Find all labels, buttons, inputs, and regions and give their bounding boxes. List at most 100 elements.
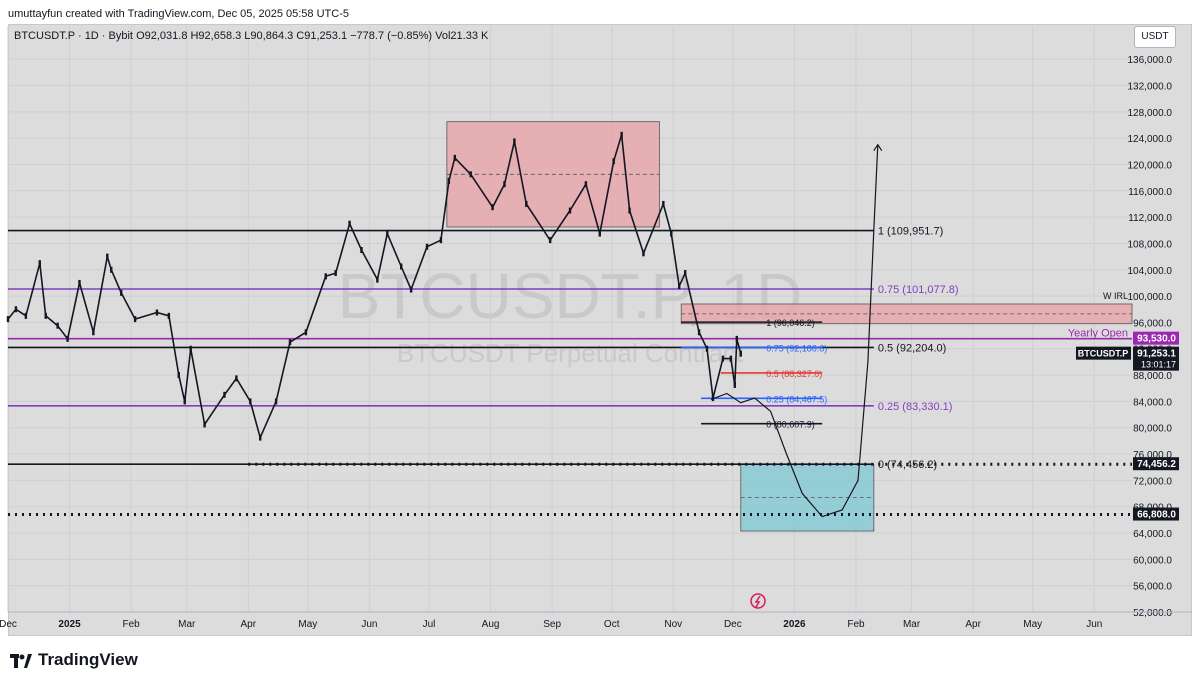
price-candle bbox=[491, 204, 494, 211]
price-candle bbox=[568, 207, 572, 214]
price-candle bbox=[360, 247, 363, 254]
price-candle bbox=[6, 316, 10, 323]
price-candle bbox=[453, 154, 457, 161]
lightning-icon-bolt bbox=[754, 595, 761, 608]
price-candle bbox=[24, 312, 28, 319]
sub-fib-025-label: 0.25 (84,467.5) bbox=[766, 394, 827, 404]
price-candle bbox=[189, 345, 192, 352]
price-candle bbox=[235, 375, 238, 382]
ohlc-values: O92,031.8 H92,658.3 L90,864.3 C91,253.1 … bbox=[136, 30, 489, 42]
projection-arrow-icon bbox=[873, 143, 883, 152]
time-tick-label: Nov bbox=[664, 619, 682, 630]
price-tag-label: 66,808.0 bbox=[1137, 510, 1176, 521]
price-candle bbox=[705, 345, 709, 352]
price-tick-label: 112,000.0 bbox=[1128, 213, 1172, 224]
price-candle bbox=[503, 181, 506, 188]
time-tick-label: Feb bbox=[123, 619, 141, 630]
price-tick-label: 72,000.0 bbox=[1133, 476, 1172, 487]
price-candle bbox=[119, 289, 123, 296]
price-candle bbox=[469, 171, 472, 178]
w-irl-zone-label: W IRL bbox=[1103, 291, 1128, 301]
time-tick-label: Aug bbox=[482, 619, 500, 630]
time-tick-label: Dec bbox=[0, 619, 17, 630]
price-tick-label: 136,000.0 bbox=[1128, 55, 1173, 66]
time-tick-label: Apr bbox=[965, 619, 981, 630]
price-tick-label: 116,000.0 bbox=[1128, 187, 1172, 198]
price-candle bbox=[584, 181, 588, 188]
price-candle bbox=[678, 283, 681, 290]
price-candle bbox=[44, 312, 47, 319]
price-candle bbox=[439, 237, 443, 244]
price-candle bbox=[259, 434, 262, 441]
yearly-open-label: Yearly Open bbox=[1068, 328, 1128, 340]
price-candle bbox=[203, 421, 206, 428]
price-candle bbox=[274, 398, 278, 405]
price-tag-label: 93,530.0 bbox=[1137, 334, 1176, 345]
lightning-icon bbox=[750, 593, 766, 609]
price-tick-label: 96,000.0 bbox=[1133, 318, 1172, 329]
sub-fib-1-label: 1 (96,046.2) bbox=[766, 318, 815, 328]
price-tick-label: 80,000.0 bbox=[1133, 424, 1172, 435]
symbol-tag bbox=[1076, 346, 1131, 360]
price-tick-label: 76,000.0 bbox=[1133, 450, 1172, 461]
time-tick-label: Feb bbox=[847, 619, 865, 630]
price-candle bbox=[628, 207, 631, 214]
time-tick-label: Jul bbox=[423, 619, 436, 630]
symbol-legend[interactable]: BTCUSDT.P · 1D · Bybit O92,031.8 H92,658… bbox=[14, 30, 488, 42]
price-candle bbox=[155, 309, 159, 316]
price-candle bbox=[133, 316, 137, 323]
price-tag bbox=[1133, 346, 1179, 371]
price-candle bbox=[324, 273, 327, 280]
fib-025-label: 0.25 (83,330.1) bbox=[878, 401, 953, 413]
price-candle bbox=[729, 355, 733, 362]
symbol-tag-label: BTCUSDT.P bbox=[1078, 349, 1129, 359]
price-candle bbox=[548, 237, 552, 244]
time-tick-label: 2026 bbox=[783, 619, 806, 630]
price-axis: 52,000.056,000.060,000.064,000.068,000.0… bbox=[1128, 55, 1173, 619]
price-candle bbox=[620, 131, 623, 138]
price-candle bbox=[78, 279, 81, 286]
price-candle bbox=[598, 230, 601, 237]
fib-05-label: 0.5 (92,204.0) bbox=[878, 342, 947, 354]
price-candle bbox=[334, 270, 337, 277]
price-tag bbox=[1133, 507, 1179, 521]
sub-fib-05-label: 0.5 (88,327.0) bbox=[766, 369, 822, 379]
tradingview-logo-icon bbox=[10, 653, 32, 668]
time-tick-label: Jun bbox=[1086, 619, 1102, 630]
chart-pane[interactable] bbox=[8, 24, 1192, 636]
price-candle bbox=[525, 200, 528, 207]
price-candle bbox=[304, 329, 308, 336]
time-tick-label: Mar bbox=[903, 619, 921, 630]
price-candle bbox=[386, 230, 389, 237]
currency-button[interactable]: USDT bbox=[1134, 26, 1176, 48]
price-candle bbox=[177, 372, 180, 379]
price-tick-label: 104,000.0 bbox=[1128, 266, 1173, 277]
fib-1-label: 1 (109,951.7) bbox=[878, 226, 943, 238]
price-candle bbox=[721, 355, 725, 362]
price-tick-label: 132,000.0 bbox=[1128, 81, 1173, 92]
sub-fib-075-label: 0.75 (92,186.6) bbox=[766, 344, 827, 354]
time-tick-label: Sep bbox=[543, 619, 561, 630]
price-candle bbox=[697, 329, 701, 336]
price-candle bbox=[183, 398, 186, 405]
tradingview-logo[interactable]: TradingView bbox=[10, 650, 138, 670]
price-tag-label: 91,253.1 bbox=[1137, 349, 1176, 360]
countdown-label: 13:01:17 bbox=[1141, 360, 1176, 370]
price-candle bbox=[66, 335, 69, 342]
symbol-name[interactable]: BTCUSDT.P · 1D · Bybit bbox=[14, 30, 133, 42]
price-candle bbox=[288, 339, 292, 346]
time-tick-label: Jun bbox=[361, 619, 377, 630]
price-candle bbox=[670, 230, 673, 237]
price-candle bbox=[612, 158, 615, 165]
price-tick-label: 52,000.0 bbox=[1133, 608, 1172, 619]
watermark-description: BTCUSDT Perpetual Contract bbox=[397, 338, 744, 368]
fib-075-label: 0.75 (101,077.8) bbox=[878, 284, 959, 296]
time-tick-label: Oct bbox=[604, 619, 620, 630]
time-tick-label: Dec bbox=[724, 619, 742, 630]
price-candle bbox=[167, 312, 171, 319]
price-tag bbox=[1133, 457, 1179, 471]
price-candle bbox=[92, 329, 95, 336]
sub-fib-0-label: 0 (80,607.9) bbox=[766, 420, 815, 430]
